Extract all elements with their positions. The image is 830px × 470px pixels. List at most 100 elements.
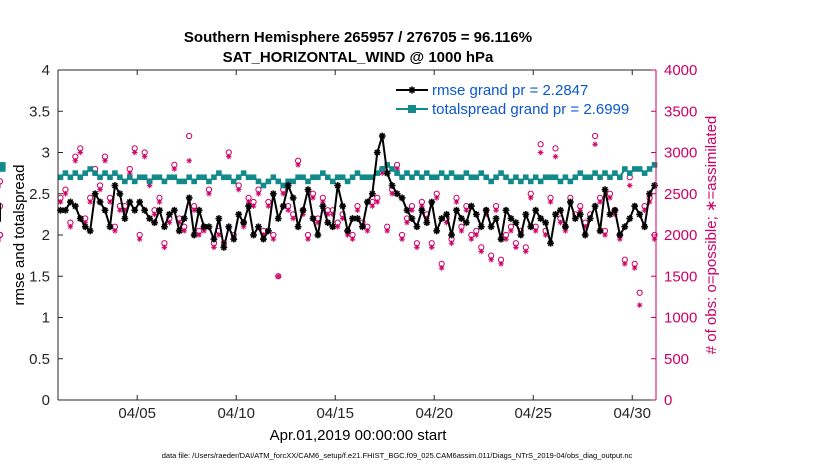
obs-assimilated-point xyxy=(87,199,93,205)
rmse-point xyxy=(190,231,198,239)
rmse-point xyxy=(388,182,396,189)
spread-point xyxy=(428,174,435,181)
rmse-point xyxy=(428,198,436,206)
rmse-point xyxy=(467,202,475,210)
obs-assimilated-point xyxy=(414,244,420,251)
spread-point xyxy=(324,174,331,181)
rmse-point xyxy=(418,206,426,214)
spread-point xyxy=(646,166,653,172)
rmse-point xyxy=(269,190,277,198)
rmse-point xyxy=(626,215,634,222)
y-tick-label: 1.5 xyxy=(29,268,50,285)
chart-title: Southern Hemisphere 265957 / 276705 = 96… xyxy=(184,29,532,46)
rmse-point xyxy=(111,182,119,189)
spread-point xyxy=(463,170,470,176)
rmse-point xyxy=(502,206,510,214)
rmse-point xyxy=(151,219,158,227)
obs-assimilated-point xyxy=(235,186,242,193)
obs-assimilated-point xyxy=(117,207,123,214)
obs-possible-point xyxy=(0,178,4,185)
obs-assimilated-point xyxy=(602,232,608,238)
rmse-point xyxy=(81,223,89,231)
obs-assimilated-point xyxy=(622,261,628,267)
rmse-point xyxy=(507,215,515,222)
spread-point xyxy=(354,170,361,176)
spread-point xyxy=(542,174,549,181)
obs-assimilated-point xyxy=(295,162,301,168)
spread-point xyxy=(245,174,252,181)
obs-assimilated-point xyxy=(161,244,168,251)
spread-point xyxy=(631,166,638,172)
rmse-point xyxy=(591,202,599,210)
rmse-point xyxy=(344,227,351,235)
spread-point xyxy=(572,174,579,181)
spread-point xyxy=(562,174,569,181)
rmse-point xyxy=(304,186,312,194)
spread-point xyxy=(552,174,559,181)
spread-point xyxy=(532,174,539,181)
rmse-point xyxy=(71,202,79,210)
spread-point xyxy=(201,174,207,181)
obs-assimilated-point xyxy=(399,236,405,242)
spread-point xyxy=(141,174,148,181)
spread-point xyxy=(404,170,410,176)
spread-point xyxy=(636,166,643,172)
spread-point xyxy=(107,174,113,181)
rmse-point xyxy=(611,206,619,214)
x-axis-label: Apr.01,2019 00:00:00 start xyxy=(270,427,448,444)
spread-point xyxy=(315,174,321,181)
spread-point xyxy=(191,178,197,185)
spread-point xyxy=(87,166,93,172)
legend-rmse-label: rmse grand pr = 2.2847 xyxy=(432,82,588,99)
spread-point xyxy=(260,182,267,189)
rmse-point xyxy=(136,198,144,206)
spread-point xyxy=(305,178,311,185)
rmse-point xyxy=(393,190,401,198)
rmse-point xyxy=(309,215,317,222)
spread-point xyxy=(196,174,202,181)
rmse-point xyxy=(185,194,193,202)
obs-assimilated-point xyxy=(141,153,148,160)
spread-point xyxy=(156,174,163,181)
rmse-point xyxy=(636,210,644,218)
rmse-point xyxy=(472,210,480,218)
x-tick-label: 04/25 xyxy=(514,405,552,422)
spread-point xyxy=(349,174,356,181)
rmse-point xyxy=(175,227,183,235)
spread-point xyxy=(77,174,84,181)
obs-assimilated-point xyxy=(552,153,559,160)
rmse-point xyxy=(378,132,386,140)
obs-assimilated-point xyxy=(433,195,440,201)
obs-assimilated-point xyxy=(532,228,539,234)
rmse-point xyxy=(250,231,257,239)
spread-point xyxy=(622,166,628,172)
spread-point xyxy=(280,182,287,189)
y-tick-label: 2.5 xyxy=(29,186,50,203)
rmse-point xyxy=(91,190,99,198)
rmse-point xyxy=(576,210,584,218)
rmse-point xyxy=(532,206,540,214)
rmse-point xyxy=(443,210,451,218)
obs-assimilated-point xyxy=(146,182,153,189)
spread-point xyxy=(458,174,465,181)
rmse-point xyxy=(497,235,505,243)
spread-point xyxy=(438,170,445,176)
spread-point xyxy=(557,178,564,185)
spread-point xyxy=(414,170,420,176)
obs-possible-point xyxy=(186,132,193,140)
spread-point xyxy=(62,170,69,176)
y-tick-label: 2 xyxy=(42,227,50,244)
obs-assimilated-point xyxy=(597,199,603,205)
obs-assimilated-point xyxy=(374,199,381,205)
rmse-point xyxy=(408,215,416,222)
spread-point xyxy=(513,174,519,181)
obs-possible-point xyxy=(592,132,599,140)
spread-point xyxy=(394,170,400,176)
rmse-point xyxy=(86,227,94,235)
rmse-point xyxy=(477,223,485,231)
rmse-point xyxy=(463,219,470,227)
spread-point xyxy=(488,178,494,185)
rmse-point xyxy=(359,223,366,231)
rmse-point xyxy=(339,202,347,210)
spread-point xyxy=(181,178,188,185)
